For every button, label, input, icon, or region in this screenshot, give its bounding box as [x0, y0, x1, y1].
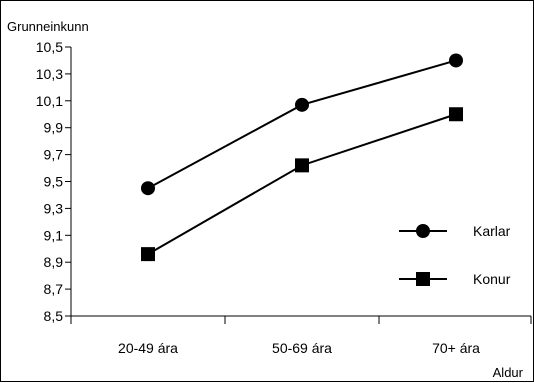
data-point-konur [449, 107, 463, 122]
y-tick-label: 9,5 [44, 174, 64, 190]
legend-marker-konur [416, 272, 430, 286]
y-tick-label: 8,9 [44, 254, 64, 270]
y-tick-label: 10,3 [36, 66, 63, 82]
series-karlar [141, 53, 463, 196]
y-tick-label: 8,7 [44, 281, 64, 297]
x-tick-label: 50-69 ára [272, 340, 332, 356]
y-tick-label: 9,1 [44, 227, 64, 243]
y-ticks: 8,5 8,7 8,9 9,1 9,3 9,5 9,7 9,9 10,1 10,3 10,5 [36, 39, 71, 324]
y-tick-label: 10,5 [36, 39, 63, 55]
data-point-karlar [295, 97, 309, 112]
data-point-konur [295, 158, 309, 173]
y-axis-label: Grunneinkunn [7, 19, 89, 34]
data-point-karlar [449, 53, 463, 68]
x-tick-label: 70+ ára [432, 340, 480, 356]
y-tick-label: 9,9 [44, 120, 64, 136]
legend: Karlar Konur [399, 223, 511, 287]
x-ticks: 20-49 ára 50-69 ára 70+ ára [118, 316, 532, 356]
legend-marker-karlar [416, 224, 430, 238]
series-group [141, 53, 463, 262]
legend-label-karlar: Karlar [473, 223, 511, 239]
series-line-konur [147, 113, 457, 255]
series-konur [141, 107, 463, 262]
y-tick-label: 8,5 [44, 308, 64, 324]
data-point-karlar [141, 181, 155, 196]
x-axis-label: Aldur [493, 365, 524, 380]
y-tick-label: 9,7 [44, 147, 64, 163]
y-tick-label: 10,1 [36, 93, 63, 109]
legend-label-konur: Konur [473, 271, 511, 287]
data-point-konur [141, 247, 155, 262]
x-tick-label: 20-49 ára [118, 340, 178, 356]
y-tick-label: 9,3 [44, 200, 64, 216]
